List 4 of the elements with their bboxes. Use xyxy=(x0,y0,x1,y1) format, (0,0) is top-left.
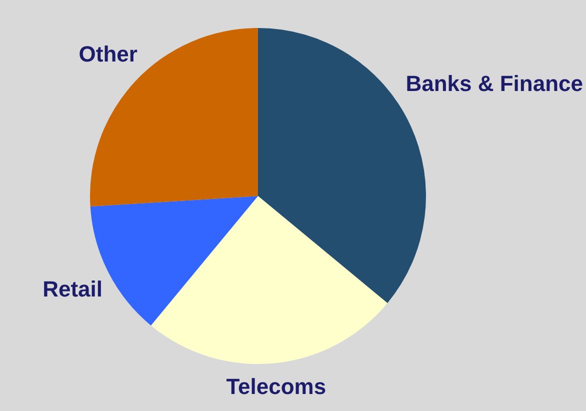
slice-label: Retail xyxy=(42,276,103,302)
slice-label: Telecoms xyxy=(226,374,326,399)
slice-label: Other xyxy=(78,41,138,66)
slice-label: Banks & Finance xyxy=(406,70,583,96)
